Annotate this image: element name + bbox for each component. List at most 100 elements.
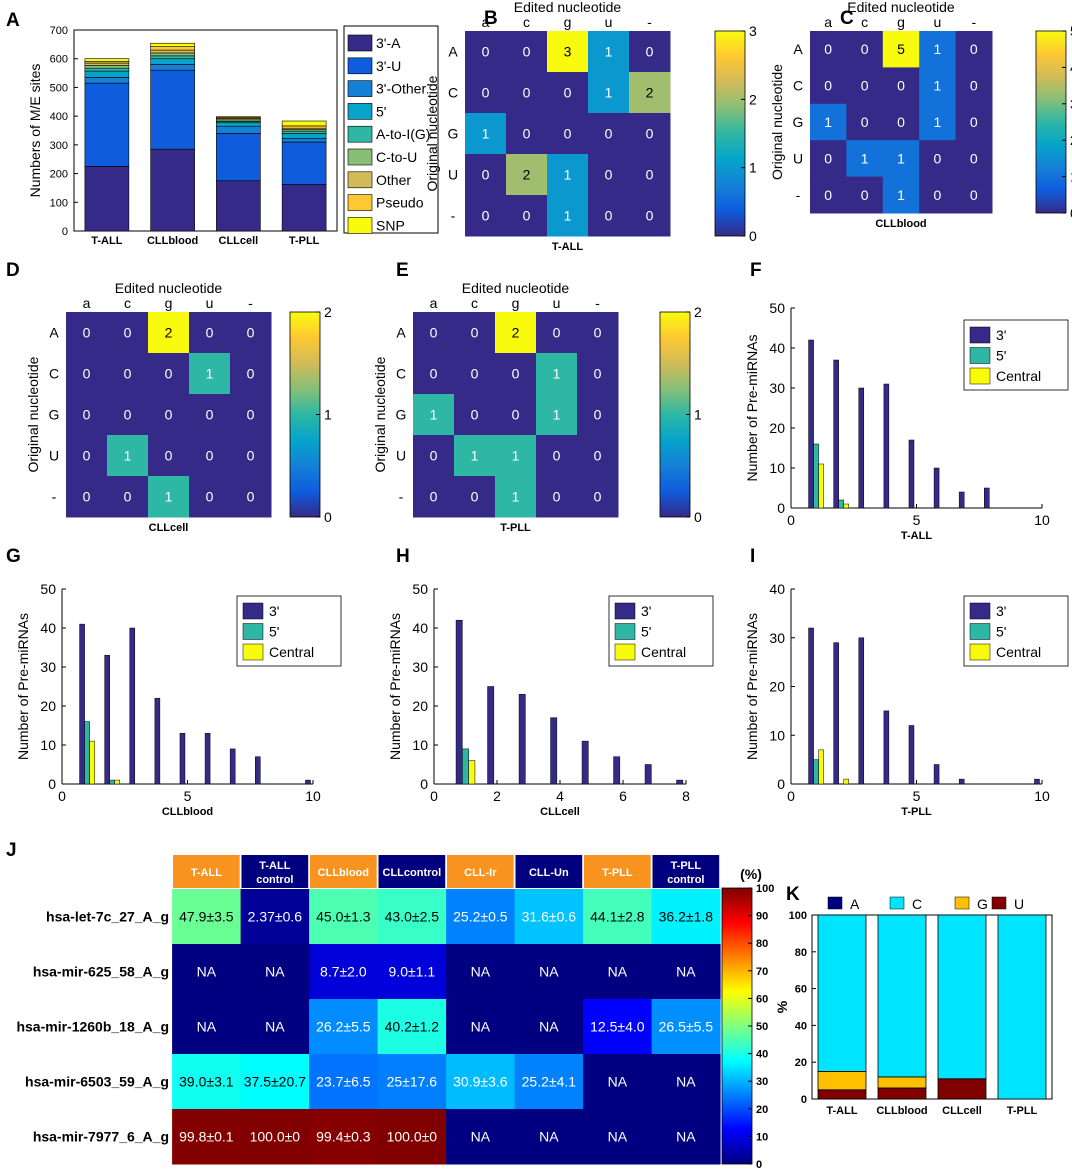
cell-value: 1 xyxy=(934,78,942,94)
cell-value: 0 xyxy=(430,448,438,464)
heatmap-cell xyxy=(66,435,108,477)
bar xyxy=(229,748,236,785)
cell-value: 2.37±0.6 xyxy=(248,909,303,925)
legend-swatch xyxy=(347,125,373,143)
bar xyxy=(883,383,890,509)
bar-segment xyxy=(150,148,195,232)
row-label: hsa-mir-625_58_A_g xyxy=(33,964,169,980)
heatmap-cell xyxy=(536,476,578,518)
x-axis-label: CLLcell xyxy=(540,806,580,818)
cell-value: NA xyxy=(676,1074,696,1090)
row-label: hsa-mir-7977_6_A_g xyxy=(33,1129,169,1145)
table-cell xyxy=(240,1109,310,1165)
bar xyxy=(883,710,890,785)
bar xyxy=(933,467,940,509)
col-label: g xyxy=(512,295,520,311)
cell-value: 0 xyxy=(523,208,531,224)
panel-e: Edited nucleotide a c g u - A C G U - Original nucl… xyxy=(372,280,702,534)
cell-value: 1 xyxy=(553,366,561,382)
heatmap-cell xyxy=(810,67,847,105)
cell-value: 0 xyxy=(605,126,613,142)
cell-value: 1 xyxy=(471,448,479,464)
row-label: U xyxy=(396,448,406,464)
bar xyxy=(154,697,161,785)
heatmap-cell xyxy=(547,195,589,237)
y-tick-label: 50 xyxy=(40,581,56,597)
col-label: u xyxy=(553,295,561,311)
cell-value: 0 xyxy=(970,187,978,203)
col-label: g xyxy=(897,14,905,30)
cell-value: 0 xyxy=(970,114,978,130)
heatmap-title: Edited nucleotide xyxy=(115,280,223,296)
table-cell xyxy=(309,1109,379,1165)
x-axis-label: T-PLL xyxy=(901,806,932,818)
heatmap-cell xyxy=(536,353,578,395)
y-tick-label: 40 xyxy=(795,1020,807,1032)
legend-swatch xyxy=(347,103,373,120)
bar xyxy=(305,779,311,785)
legend-swatch xyxy=(347,171,373,189)
cell-value: 0 xyxy=(646,126,654,142)
cell-value: 40.2±1.2 xyxy=(385,1019,440,1035)
legend-label: 3' xyxy=(996,327,1006,343)
colorbar-tick-label: 90 xyxy=(756,911,768,923)
bar xyxy=(958,778,965,785)
cell-value: 1 xyxy=(824,114,832,130)
cell-value: 0 xyxy=(83,325,91,341)
bar-segment xyxy=(84,67,130,72)
x-tick-label: 0 xyxy=(787,512,795,528)
y-axis-label: Original nucleotide xyxy=(25,356,41,472)
legend: 3' 5' Central xyxy=(963,319,1069,391)
table-cell xyxy=(240,944,310,1000)
heatmap-cell xyxy=(629,72,671,114)
legend-swatch xyxy=(889,896,905,910)
bar-segment xyxy=(281,184,327,232)
x-tick-label: CLLcell xyxy=(219,235,259,247)
cell-value: 0 xyxy=(124,489,132,505)
table-cell xyxy=(240,999,310,1055)
heatmap-cell xyxy=(148,394,190,436)
colorbar-tick-label: 2 xyxy=(749,91,757,107)
heatmap-cell xyxy=(495,476,537,518)
cell-value: 1 xyxy=(605,85,613,101)
legend: 3' 5' Central xyxy=(608,595,714,667)
colorbar-tick-label: 4 xyxy=(1070,59,1072,75)
x-tick-label: T-PLL xyxy=(289,235,320,247)
colorbar-tick-label: 70 xyxy=(756,966,768,978)
table-cell xyxy=(377,889,447,945)
bar xyxy=(204,733,211,785)
heatmap-title: Edited nucleotide xyxy=(462,280,570,296)
cell-value: 0 xyxy=(934,187,942,203)
x-tick-label: T-ALL xyxy=(826,1105,857,1117)
heatmap-cell xyxy=(882,103,920,141)
legend-label: C xyxy=(912,896,922,912)
colorbar-tick-label: 1 xyxy=(749,160,757,176)
heatmap-cell xyxy=(919,103,957,141)
heatmap-cell xyxy=(577,476,619,518)
table-cell xyxy=(240,1054,310,1110)
cell-value: 26.5±5.5 xyxy=(659,1019,714,1035)
heatmap-cell xyxy=(588,113,630,155)
y-tick-label: 80 xyxy=(795,947,807,959)
cell-value: 25±17.6 xyxy=(387,1074,438,1090)
panel-letter-C: C xyxy=(840,8,854,29)
heatmap-cell xyxy=(506,154,548,196)
bar-segment xyxy=(281,138,327,143)
legend-label: 3'-U xyxy=(376,58,401,74)
heatmap-cell xyxy=(955,67,993,105)
heatmap-cell xyxy=(577,353,619,395)
cell-value: 0 xyxy=(934,150,942,166)
heatmap-cell xyxy=(189,312,231,354)
bar-segment xyxy=(216,133,261,182)
y-tick-label: 0 xyxy=(420,776,428,792)
table-cell xyxy=(240,889,310,945)
col-label: - xyxy=(971,14,976,30)
bar xyxy=(89,740,95,785)
cell-value: 0 xyxy=(430,366,438,382)
legend-swatch xyxy=(969,326,991,344)
y-tick-label: 20 xyxy=(795,1057,807,1069)
legend-swatch xyxy=(614,643,636,661)
cell-value: NA xyxy=(471,1129,491,1145)
panel-f: 0 10 20 30 40 50 0 5 10 T-ALL Number of Pre-miRNAs xyxy=(744,300,1050,542)
column-header-label: control xyxy=(667,874,704,886)
